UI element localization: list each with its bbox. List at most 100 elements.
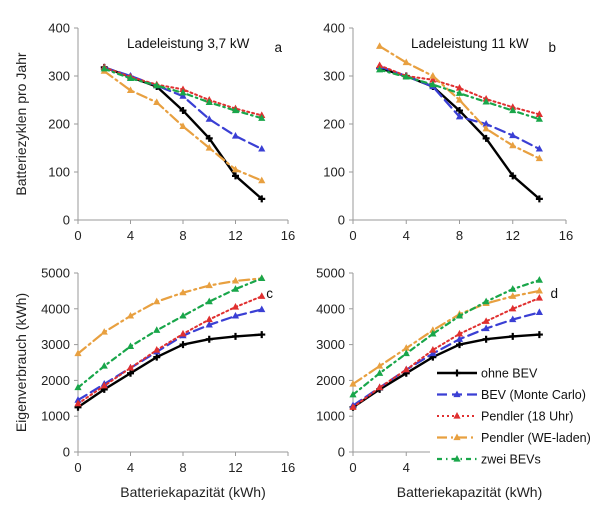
panel-letter: c — [266, 286, 273, 301]
panel-letter: d — [550, 286, 558, 301]
data-point — [535, 195, 543, 203]
data-point — [429, 72, 437, 79]
y-tick-label: 4000 — [41, 301, 70, 316]
x-tick-label: 16 — [559, 228, 573, 243]
legend-label: Pendler (18 Uhr) — [481, 410, 573, 424]
data-point — [258, 292, 266, 299]
data-point — [482, 324, 490, 332]
data-point — [179, 288, 187, 296]
series-line — [351, 279, 541, 396]
data-point — [455, 112, 464, 120]
data-point — [429, 326, 437, 333]
panel-letter: b — [548, 40, 556, 55]
x-tick-label: 0 — [74, 460, 81, 475]
series-line — [351, 311, 541, 407]
series-line — [77, 295, 263, 405]
series-line — [76, 308, 263, 402]
x-tick-label: 12 — [228, 228, 242, 243]
data-point — [258, 305, 266, 313]
x-tick-label: 8 — [456, 228, 463, 243]
series-zwei-bevs — [74, 274, 266, 391]
y-axis-label: Eigenverbrauch (kWh) — [13, 293, 29, 432]
data-point — [126, 74, 135, 81]
data-point — [509, 292, 517, 299]
data-point — [205, 281, 213, 289]
data-point — [205, 335, 213, 343]
data-point — [231, 165, 240, 173]
data-point — [482, 335, 490, 343]
data-point — [258, 144, 266, 152]
panel-c: 0 4 8 12 16 0 1000 2000 3000 4000 5000 c Eigenverbra… — [13, 266, 295, 501]
data-point — [74, 399, 82, 407]
data-point — [376, 362, 384, 369]
data-point — [482, 297, 490, 305]
data-point — [535, 154, 543, 162]
data-point — [74, 396, 82, 403]
data-point — [231, 303, 240, 310]
data-point — [232, 172, 239, 180]
data-point — [153, 326, 161, 333]
series-pendler-we-laden — [376, 42, 543, 162]
y-tick-label: 2000 — [41, 373, 70, 388]
y-tick-label: 5000 — [316, 266, 345, 281]
data-point — [482, 317, 490, 324]
y-tick-label: 4000 — [316, 301, 345, 316]
data-point — [535, 308, 543, 315]
y-tick-label: 1000 — [41, 409, 70, 424]
series-pendler-we-laden — [100, 67, 266, 184]
data-point — [482, 120, 490, 127]
data-point — [126, 363, 135, 371]
x-tick-label: 12 — [506, 228, 520, 243]
x-tick-label: 4 — [403, 460, 410, 475]
data-point — [258, 331, 266, 339]
data-point — [535, 144, 543, 152]
y-tick-label: 300 — [323, 69, 345, 84]
y-tick-label: 2000 — [316, 373, 345, 388]
data-point — [429, 75, 437, 83]
data-point — [376, 369, 384, 376]
panel-letter: a — [274, 40, 282, 55]
series-zwei-bevs — [349, 276, 543, 398]
data-point — [509, 103, 517, 110]
legend-label: ohne BEV — [481, 367, 538, 381]
legend-label: Pendler (WE-laden) — [481, 431, 591, 445]
data-point — [231, 285, 240, 292]
series-zwei-bevs — [100, 64, 266, 121]
series-ohne-bev — [100, 63, 266, 203]
data-point — [453, 369, 461, 377]
x-tick-label: 8 — [179, 460, 186, 475]
data-point — [126, 311, 135, 319]
data-point — [205, 144, 213, 151]
x-tick-label: 4 — [127, 460, 134, 475]
data-point — [456, 341, 463, 349]
data-point — [535, 110, 543, 117]
data-point — [100, 381, 108, 389]
data-point — [429, 345, 437, 353]
y-tick-label: 0 — [63, 213, 70, 228]
data-point — [74, 383, 82, 391]
data-point — [258, 176, 266, 184]
data-point — [455, 96, 464, 103]
data-point — [509, 172, 517, 180]
panel-a: 0 4 8 12 16 0 100 200 300 400 Ladeleistung 3,7 kW a… — [13, 21, 295, 244]
y-tick-label: 400 — [323, 21, 345, 36]
data-point — [349, 390, 357, 398]
data-point — [127, 369, 134, 377]
data-point — [153, 353, 161, 361]
data-point — [179, 92, 187, 99]
data-point — [126, 342, 135, 349]
data-point — [205, 98, 213, 105]
data-point — [402, 58, 410, 66]
data-point — [535, 286, 543, 294]
data-point — [429, 80, 437, 88]
data-point — [100, 362, 108, 369]
y-tick-label: 0 — [338, 445, 345, 460]
data-point — [179, 88, 187, 96]
data-point — [402, 72, 410, 80]
data-point — [153, 98, 161, 105]
data-point — [535, 331, 543, 339]
data-point — [74, 349, 82, 357]
x-tick-label: 16 — [281, 228, 295, 243]
series-line — [76, 333, 263, 409]
data-point — [153, 297, 161, 305]
